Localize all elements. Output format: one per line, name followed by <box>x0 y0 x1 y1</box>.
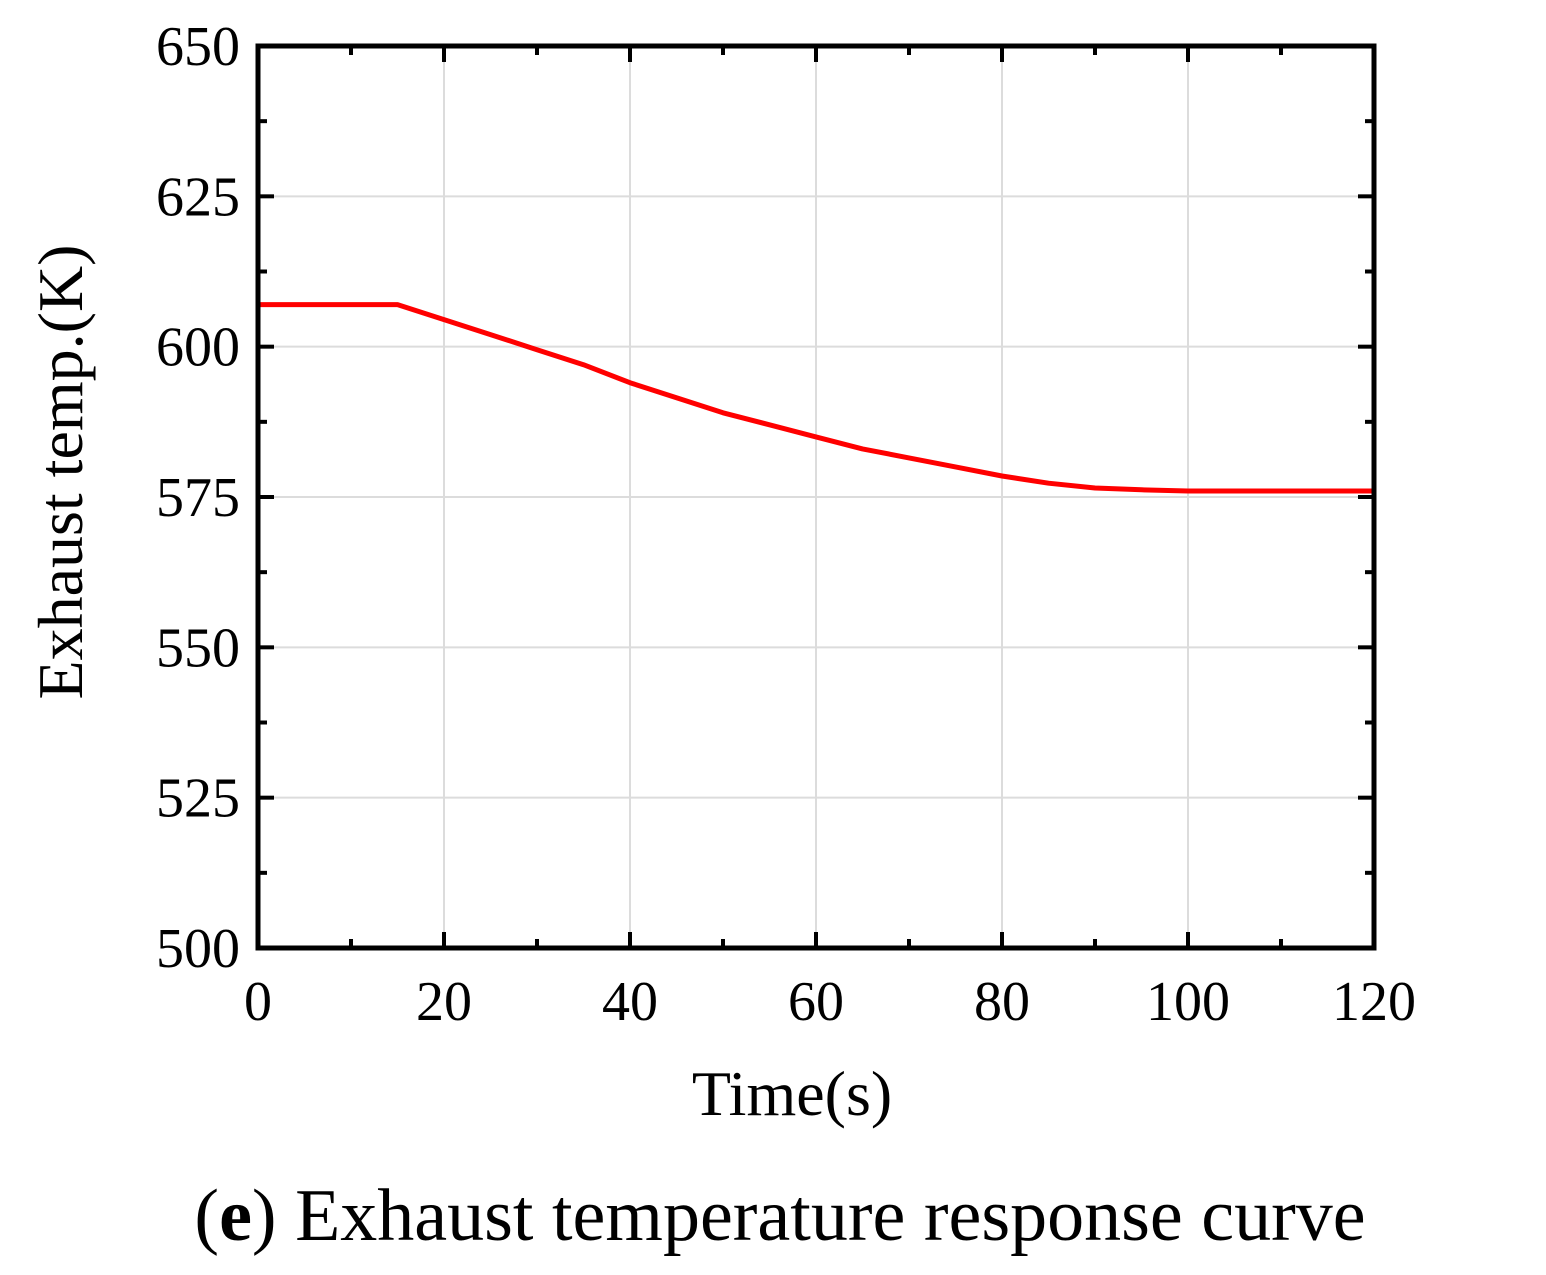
caption-text: Exhaust temperature response curve <box>277 1175 1366 1257</box>
caption-open-paren: ( <box>194 1175 219 1257</box>
y-tick-label-625: 625 <box>156 166 240 228</box>
x-tick-label-100: 100 <box>1146 971 1230 1033</box>
x-tick-label-20: 20 <box>416 971 472 1033</box>
caption-letter: e <box>219 1175 252 1257</box>
x-axis-title: Time(s) <box>692 1058 892 1129</box>
caption-close-paren: ) <box>252 1175 277 1257</box>
y-tick-label-525: 525 <box>156 768 240 830</box>
y-tick-label-550: 550 <box>156 617 240 679</box>
tick-labels: 0 20 40 60 80 100 120 500 525 550 575 600 625 650 <box>156 16 1416 1033</box>
y-axis-title: Exhaust temp.(K) <box>25 245 96 700</box>
series-line-0 <box>258 302 1374 494</box>
x-tick-label-120: 120 <box>1332 971 1416 1033</box>
x-tick-label-80: 80 <box>974 971 1030 1033</box>
x-tick-label-40: 40 <box>602 971 658 1033</box>
x-tick-label-60: 60 <box>788 971 844 1033</box>
y-tick-label-650: 650 <box>156 16 240 78</box>
series-layer <box>258 302 1374 494</box>
y-tick-label-575: 575 <box>156 467 240 529</box>
y-tick-label-500: 500 <box>156 918 240 980</box>
ticks <box>256 44 1376 950</box>
figure-caption: (e) Exhaust temperature response curve <box>194 1175 1365 1257</box>
grid-lines <box>258 46 1374 948</box>
x-tick-label-0: 0 <box>244 971 272 1033</box>
y-tick-label-600: 600 <box>156 317 240 379</box>
